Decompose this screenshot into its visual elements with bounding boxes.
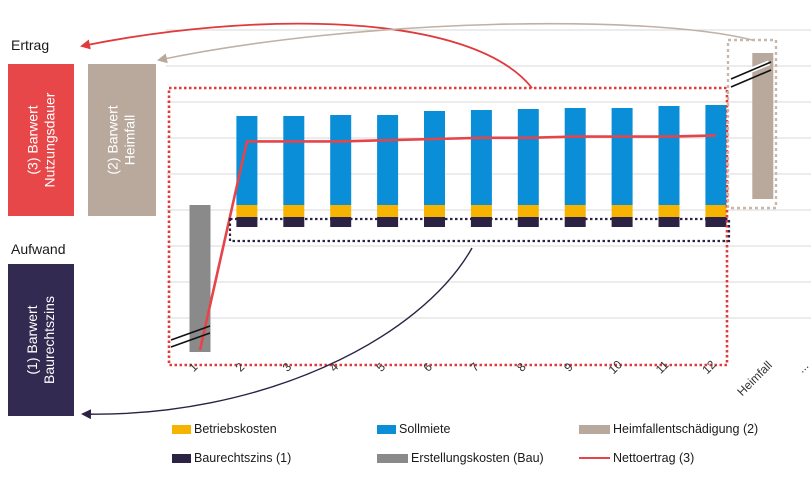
x-tick-label: ... xyxy=(794,359,811,376)
bar-sollmiete xyxy=(377,115,399,205)
bar-betriebskosten xyxy=(611,205,633,217)
bar-baurechtszins xyxy=(611,217,633,227)
bar-baurechtszins xyxy=(705,217,727,227)
bar-sollmiete xyxy=(330,115,352,205)
bar-betriebskosten xyxy=(470,205,492,217)
x-tick-label: 1 xyxy=(186,360,201,375)
bar-betriebskosten xyxy=(564,205,586,217)
box-barwert-nutzungsdauer: (3) Barwert Nutzungsdauer xyxy=(8,64,74,216)
box2-line1: (2) Barwert xyxy=(105,105,122,175)
box-barwert-baurechtszins: (1) Barwert Baurechtszins xyxy=(8,264,74,416)
axis-break-mark xyxy=(170,332,211,348)
bar-betriebskosten xyxy=(517,205,539,217)
box-barwert-heimfall-text: (2) Barwert Heimfall xyxy=(105,105,139,174)
bar-erstellungskosten xyxy=(189,205,211,352)
bar-sollmiete xyxy=(517,109,539,205)
x-tick-label: 2 xyxy=(233,360,248,375)
dotted-box-nutzungsdauer xyxy=(167,86,729,367)
box3-line2: Nutzungsdauer xyxy=(41,92,58,188)
bar-betriebskosten xyxy=(377,205,399,217)
bar-baurechtszins xyxy=(517,217,539,227)
bar-sollmiete xyxy=(283,116,305,205)
bar-sollmiete xyxy=(611,108,633,205)
x-tick-label: 11 xyxy=(653,358,672,377)
x-tick-label: 7 xyxy=(467,360,482,375)
x-tick-label: 12 xyxy=(699,357,719,377)
bar-baurechtszins xyxy=(564,217,586,227)
bar-baurechtszins xyxy=(424,217,445,227)
nettoertrag-line xyxy=(198,134,716,351)
ertrag-label: Ertrag xyxy=(11,37,50,53)
x-tick-label: 10 xyxy=(606,357,626,377)
bar-baurechtszins xyxy=(658,217,680,227)
box1-line1: (1) Barwert xyxy=(24,305,40,375)
bar-baurechtszins xyxy=(283,217,305,227)
bar-sollmiete xyxy=(236,116,258,205)
axis-break-mark xyxy=(170,325,211,341)
aufwand-label: Aufwand xyxy=(11,241,66,257)
arrow-to-nutzungsdauer xyxy=(80,22,533,89)
bar-sollmiete xyxy=(424,111,445,205)
x-tick-label: 6 xyxy=(420,360,435,375)
bar-sollmiete xyxy=(705,105,727,205)
bar-baurechtszins xyxy=(330,217,352,227)
box3-line1: (3) Barwert xyxy=(24,105,41,175)
nettoertrag-line-path xyxy=(198,134,716,351)
bar-betriebskosten xyxy=(236,205,258,217)
annotations xyxy=(80,22,778,420)
bar-betriebskosten xyxy=(283,205,305,217)
x-tick-label: 3 xyxy=(280,360,295,375)
box2-line2: Heimfall xyxy=(122,114,139,166)
bar-baurechtszins xyxy=(470,217,492,227)
bar-betriebskosten xyxy=(705,205,727,217)
bar-heimfallentschaedigung xyxy=(752,53,774,199)
x-tick-label: 5 xyxy=(373,360,388,375)
dotted-box-baurechtszins xyxy=(228,217,731,243)
arrow-to-heimfall xyxy=(157,22,753,64)
bar-betriebskosten xyxy=(658,205,680,217)
x-tick-label: 8 xyxy=(514,360,529,375)
bar-betriebskosten xyxy=(330,205,352,217)
x-tick-label: Heimfall xyxy=(734,358,775,399)
box-barwert-baurechtszins-text: (1) Barwert Baurechtszins xyxy=(24,296,58,384)
axis-break-mark xyxy=(730,61,772,80)
bar-sollmiete xyxy=(564,108,586,205)
axis-break-mark xyxy=(730,69,772,88)
box1-line2: Baurechtszins xyxy=(41,296,57,384)
x-tick-labels: 1 2 3 4 5 6 7 8 9 10 11 12 Heimfall... xyxy=(186,357,811,398)
bar-betriebskosten xyxy=(424,205,445,217)
bar-sollmiete xyxy=(470,110,492,205)
box-barwert-heimfall: (2) Barwert Heimfall xyxy=(88,64,156,216)
bar-sollmiete xyxy=(658,106,680,205)
x-tick-label: 9 xyxy=(561,360,576,375)
bars xyxy=(189,53,774,352)
bar-baurechtszins xyxy=(377,217,399,227)
bar-baurechtszins xyxy=(236,217,258,227)
arrow-to-baurechtszins xyxy=(81,247,473,420)
box-barwert-nutzungsdauer-text: (3) Barwert Nutzungsdauer xyxy=(24,93,58,188)
